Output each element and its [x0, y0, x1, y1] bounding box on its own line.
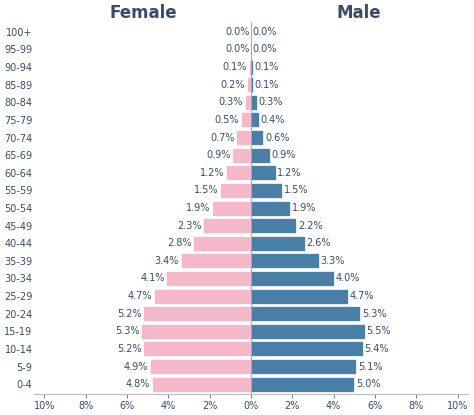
Bar	[251, 60, 253, 75]
Bar	[245, 95, 251, 110]
Text: 0.3%: 0.3%	[219, 98, 243, 107]
Text: 5.0%: 5.0%	[356, 379, 381, 389]
Text: 0.6%: 0.6%	[265, 132, 289, 143]
Text: 5.1%: 5.1%	[358, 361, 383, 371]
Text: 0.0%: 0.0%	[225, 44, 249, 54]
Text: 0.5%: 0.5%	[214, 115, 239, 125]
Text: 4.8%: 4.8%	[126, 379, 150, 389]
Bar	[220, 183, 251, 198]
Text: 5.3%: 5.3%	[115, 326, 140, 336]
Text: 0.7%: 0.7%	[210, 132, 235, 143]
Text: 4.1%: 4.1%	[140, 273, 164, 283]
Text: 0.1%: 0.1%	[223, 62, 247, 72]
Text: 1.5%: 1.5%	[194, 186, 218, 195]
Bar	[251, 148, 270, 163]
Bar	[251, 236, 305, 251]
Text: 0.0%: 0.0%	[253, 27, 277, 37]
Text: 4.7%: 4.7%	[128, 291, 152, 301]
Bar	[251, 359, 356, 374]
Bar	[251, 254, 319, 269]
Text: 5.5%: 5.5%	[366, 326, 391, 336]
Bar	[251, 377, 354, 392]
Text: 0.1%: 0.1%	[255, 62, 279, 72]
Bar	[251, 218, 296, 233]
Bar	[251, 288, 348, 304]
Text: 0.3%: 0.3%	[259, 98, 283, 107]
Bar	[247, 77, 251, 92]
Bar	[144, 306, 251, 321]
Text: 5.4%: 5.4%	[364, 344, 389, 354]
Bar	[251, 95, 257, 110]
Bar	[249, 60, 251, 75]
Text: 5.3%: 5.3%	[362, 309, 387, 319]
Text: 2.6%: 2.6%	[306, 238, 331, 248]
Text: 2.8%: 2.8%	[167, 238, 191, 248]
Text: 0.0%: 0.0%	[253, 44, 277, 54]
Bar	[144, 342, 251, 356]
Text: 2.2%: 2.2%	[298, 221, 323, 231]
Text: 1.2%: 1.2%	[277, 168, 302, 178]
Bar	[150, 359, 251, 374]
Bar	[212, 200, 251, 215]
Bar	[251, 112, 259, 127]
Bar	[226, 165, 251, 180]
Bar	[251, 165, 276, 180]
Bar	[241, 112, 251, 127]
Bar	[251, 200, 290, 215]
Text: 1.5%: 1.5%	[283, 186, 308, 195]
Bar	[154, 288, 251, 304]
Bar	[166, 271, 251, 286]
Text: 1.2%: 1.2%	[200, 168, 225, 178]
Text: 1.9%: 1.9%	[292, 203, 316, 213]
Text: Female: Female	[109, 4, 177, 22]
Bar	[232, 148, 251, 163]
Text: 5.2%: 5.2%	[117, 344, 142, 354]
Bar	[203, 218, 251, 233]
Text: 0.1%: 0.1%	[255, 80, 279, 90]
Text: 4.7%: 4.7%	[350, 291, 374, 301]
Bar	[237, 130, 251, 145]
Bar	[251, 306, 360, 321]
Text: 3.3%: 3.3%	[321, 256, 345, 266]
Text: 3.4%: 3.4%	[155, 256, 179, 266]
Text: 0.4%: 0.4%	[261, 115, 285, 125]
Text: 0.2%: 0.2%	[220, 80, 245, 90]
Text: 5.2%: 5.2%	[117, 309, 142, 319]
Bar	[251, 77, 253, 92]
Bar	[251, 130, 264, 145]
Bar	[141, 324, 251, 339]
Text: Male: Male	[336, 4, 381, 22]
Text: 4.9%: 4.9%	[124, 361, 148, 371]
Bar	[251, 342, 363, 356]
Text: 0.9%: 0.9%	[206, 150, 231, 160]
Bar	[251, 271, 334, 286]
Bar	[251, 183, 282, 198]
Text: 0.0%: 0.0%	[225, 27, 249, 37]
Text: 4.0%: 4.0%	[335, 273, 360, 283]
Text: 2.3%: 2.3%	[177, 221, 202, 231]
Text: 1.9%: 1.9%	[186, 203, 210, 213]
Bar	[251, 324, 365, 339]
Text: 0.9%: 0.9%	[271, 150, 295, 160]
Bar	[181, 254, 251, 269]
Bar	[193, 236, 251, 251]
Bar	[152, 377, 251, 392]
